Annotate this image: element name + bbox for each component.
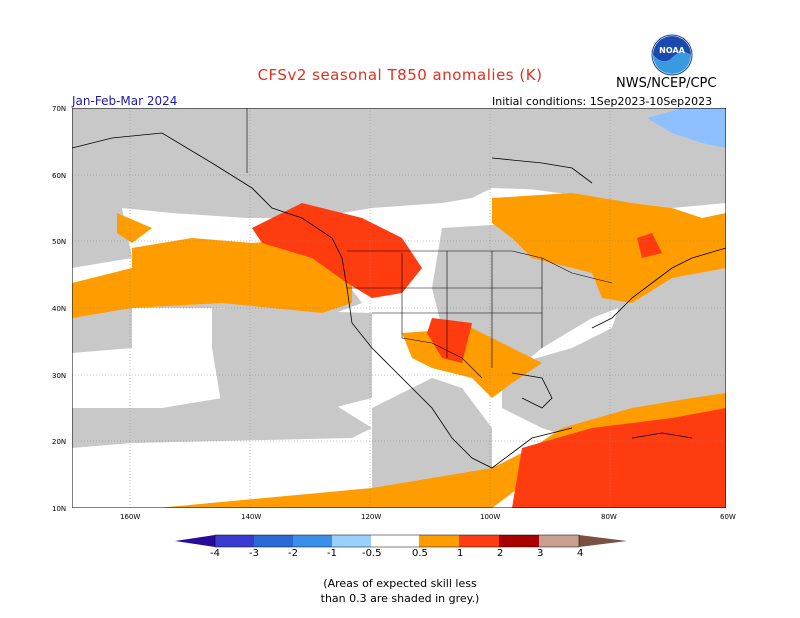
lat-label: 60N — [52, 172, 67, 180]
map-title: CFSv2 seasonal T850 anomalies (K) — [257, 66, 543, 84]
skill-note: (Areas of expected skill less than 0.3 a… — [0, 576, 800, 606]
blue-negative-anomaly — [647, 108, 726, 148]
logo-text: NOAA — [659, 46, 685, 55]
colorbar-swatch — [293, 535, 332, 547]
graticule — [72, 108, 726, 508]
lon-label: 100W — [480, 513, 501, 521]
colorbar-label: -2 — [288, 548, 298, 559]
colorbar-label: -4 — [210, 548, 220, 559]
lon-label: 80W — [601, 513, 617, 521]
lon-label: 120W — [361, 513, 382, 521]
colorbar-swatch — [254, 535, 293, 547]
colorbar-label: 2 — [497, 548, 504, 559]
colorbar — [175, 534, 627, 548]
colorbar-swatch — [539, 535, 579, 547]
colorbar-swatch — [215, 535, 254, 547]
colorbar-label: 4 — [577, 548, 584, 559]
lon-label: 140W — [241, 513, 262, 521]
initial-conditions-label: Initial conditions: 1Sep2023-10Sep2023 — [492, 95, 713, 108]
colorbar-swatch — [499, 535, 539, 547]
skill-note-line-2: than 0.3 are shaded in grey.) — [320, 592, 480, 605]
colorbar-label: -0.5 — [362, 548, 382, 559]
lat-label: 30N — [52, 372, 67, 380]
colorbar-arrow-right — [579, 535, 627, 547]
colorbar-arrow-left — [175, 535, 215, 547]
lat-label: 50N — [52, 238, 67, 246]
colorbar-label: -3 — [249, 548, 259, 559]
red-positive-anomaly — [252, 203, 726, 508]
colorbar-label: 1 — [457, 548, 464, 559]
lat-label: 70N — [52, 105, 67, 113]
colorbar-swatch — [332, 535, 371, 547]
colorbar-swatch — [459, 535, 499, 547]
lat-label: 20N — [52, 438, 67, 446]
borders — [246, 108, 613, 379]
coastlines — [72, 132, 726, 469]
anomaly-map — [72, 108, 726, 508]
colorbar-label: 3 — [537, 548, 544, 559]
lon-label: 60W — [720, 513, 736, 521]
lon-label: 160W — [120, 513, 141, 521]
season-label: Jan-Feb-Mar 2024 — [72, 94, 178, 108]
colorbar-label: 0.5 — [412, 548, 428, 559]
skill-note-line-1: (Areas of expected skill less — [323, 577, 477, 590]
noaa-logo-icon: NOAA — [651, 34, 693, 76]
colorbar-label: -1 — [327, 548, 337, 559]
colorbar-swatch — [419, 535, 459, 547]
colorbar-swatch — [371, 535, 419, 547]
lat-label: 10N — [52, 505, 67, 513]
lat-label: 40N — [52, 305, 67, 313]
agency-label: NWS/NCEP/CPC — [616, 76, 717, 91]
